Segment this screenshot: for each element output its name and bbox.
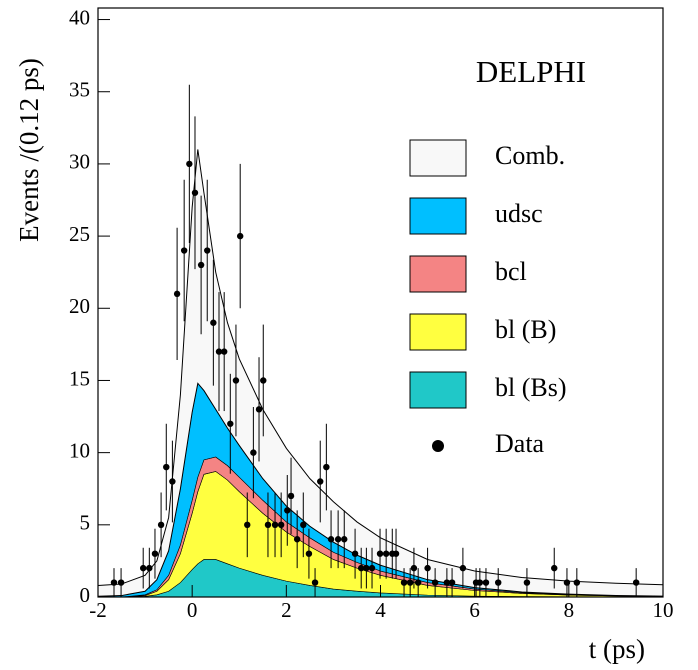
data-point	[410, 564, 418, 572]
x-tick-label: 2	[281, 598, 292, 622]
plot-area	[97, 84, 664, 598]
data-point	[563, 579, 571, 586]
data-point	[414, 579, 422, 586]
data-point	[400, 579, 408, 586]
data-point	[341, 536, 348, 543]
legend-label: bcl	[495, 257, 527, 286]
x-tick-label: 4	[375, 598, 386, 622]
data-point	[376, 550, 384, 557]
data-point	[186, 160, 193, 168]
legend-swatch	[409, 197, 467, 235]
data-point	[146, 564, 153, 572]
data-point	[323, 463, 330, 471]
data-point	[227, 420, 234, 427]
data-point	[459, 564, 467, 572]
legend-label: bl (B)	[495, 315, 556, 344]
data-point	[173, 290, 181, 298]
data-point	[264, 521, 272, 529]
data-point	[236, 232, 244, 240]
data-point	[368, 564, 376, 572]
data-point	[151, 550, 159, 557]
data-point	[443, 579, 451, 586]
data-point	[406, 579, 414, 586]
y-tick-label: 10	[69, 438, 90, 462]
legend-swatch	[409, 371, 467, 409]
data-point	[287, 492, 295, 500]
legend-label: Comb.	[495, 141, 565, 170]
data-point	[317, 478, 324, 485]
y-tick-label: 15	[69, 366, 90, 390]
y-tick-label: 30	[69, 150, 90, 174]
data-point	[311, 579, 319, 586]
data-point	[255, 406, 263, 413]
data-point	[157, 521, 165, 529]
data-point	[495, 579, 502, 586]
data-point	[163, 463, 170, 471]
y-tick-label: 0	[80, 583, 91, 607]
y-tick-label: 35	[69, 78, 90, 102]
data-point	[110, 579, 118, 586]
legend-swatch	[409, 255, 467, 293]
data-point	[523, 579, 531, 586]
data-point	[327, 536, 335, 543]
x-tick-label: -2	[89, 598, 107, 622]
legend-label: udsc	[495, 199, 543, 228]
data-point	[351, 550, 359, 557]
legend-label: bl (Bs)	[495, 373, 567, 402]
y-axis-label: Events /(0.12 ps)	[14, 58, 44, 242]
data-point	[232, 377, 240, 384]
data-point	[573, 579, 581, 586]
data-point	[191, 189, 199, 196]
data-point	[140, 564, 147, 572]
y-tick-label: 25	[69, 222, 90, 246]
data-point	[334, 536, 342, 543]
data-point	[277, 521, 285, 529]
data-point	[448, 579, 456, 586]
data-point	[357, 564, 365, 572]
data-point	[284, 507, 291, 514]
data-point	[382, 550, 390, 557]
x-tick-label: 6	[469, 598, 480, 622]
data-point	[551, 564, 558, 572]
legend-swatch	[409, 139, 467, 177]
data-point	[117, 579, 125, 586]
x-axis-label: t (ps)	[589, 634, 645, 664]
data-point	[215, 348, 223, 355]
data-point	[260, 377, 267, 384]
y-tick-label: 5	[80, 511, 91, 535]
y-tick-label: 40	[69, 5, 90, 29]
data-point	[431, 579, 439, 586]
legend-label: Data	[495, 429, 545, 458]
data-point	[180, 247, 188, 254]
data-point	[169, 478, 176, 485]
data-point	[271, 521, 279, 529]
data-point	[204, 247, 211, 254]
data-point	[392, 550, 400, 557]
data-point	[476, 579, 484, 586]
data-point	[300, 521, 307, 529]
data-point	[363, 564, 370, 572]
data-point	[210, 319, 217, 326]
x-tick-label: 0	[187, 598, 198, 622]
x-tick-label: 8	[564, 598, 575, 622]
data-point	[244, 521, 251, 529]
data-point	[305, 550, 313, 557]
data-point	[482, 579, 490, 586]
y-tick-label: 20	[69, 294, 90, 318]
data-point	[632, 579, 640, 586]
x-tick-label: 10	[653, 598, 674, 622]
annotation: DELPHI	[476, 54, 586, 89]
legend-swatch	[409, 313, 467, 351]
data-point	[250, 449, 257, 456]
data-point	[424, 564, 431, 572]
data-point	[220, 348, 228, 355]
data-point	[293, 536, 301, 543]
legend-marker	[432, 440, 444, 452]
data-point	[197, 261, 205, 269]
